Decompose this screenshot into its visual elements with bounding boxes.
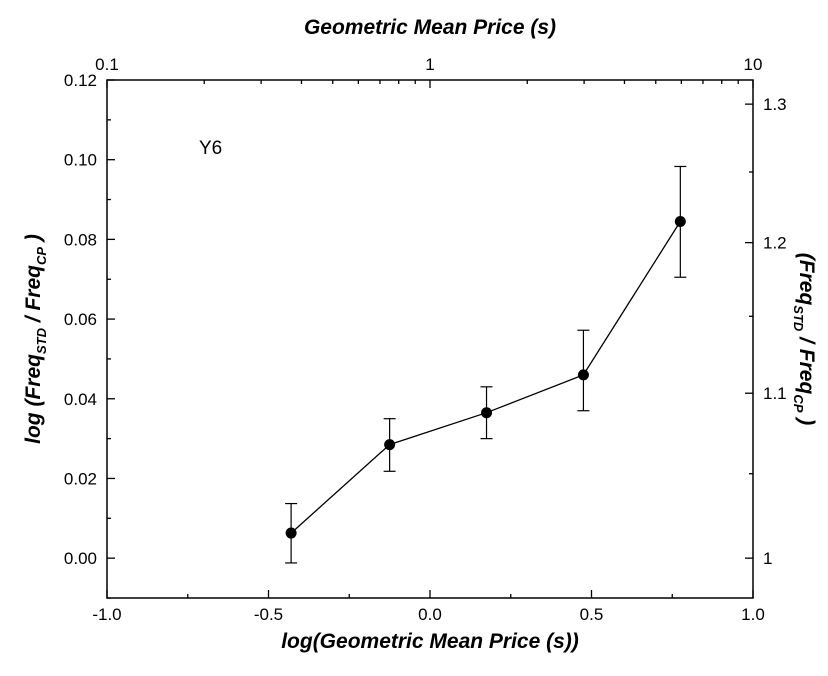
data-point — [285, 527, 297, 539]
tick-labels: -1.0 -0.5 0.0 0.5 1.0 0.00 0.02 0.04 0.06 0.08 0.1… — [64, 55, 787, 624]
x-tick-label: 1.0 — [741, 605, 765, 624]
panel-annotation: Y6 — [199, 138, 222, 159]
y-axis-title-subscript: CP — [34, 247, 49, 265]
top-x-axis-title: Geometric Mean Price (s) — [304, 16, 556, 39]
y-axis-title-part: / Freq — [22, 265, 45, 328]
top-tick-label: 10 — [744, 55, 763, 74]
y-tick-label: 0.04 — [64, 390, 97, 409]
x-tick-label: -1.0 — [92, 605, 121, 624]
y-tick-label: 0.02 — [64, 469, 97, 488]
y-axis-title-subscript: STD — [34, 327, 49, 354]
y-tick-label: 0.10 — [64, 151, 97, 170]
right-tick-label: 1.2 — [763, 234, 787, 253]
y-tick-label: 0.08 — [64, 230, 97, 249]
data-point — [674, 215, 686, 227]
y-tick-label: 0.06 — [64, 310, 97, 329]
y-axis-title-part: log (Freq — [22, 354, 45, 444]
right-y-axis-title-part: (Freq — [795, 253, 818, 306]
data-point — [384, 439, 396, 451]
y-tick-label: 0.12 — [64, 71, 97, 90]
y-tick-label: 0.00 — [64, 549, 97, 568]
right-y-axis-title-part: / Freq — [795, 331, 818, 394]
right-tick-label: 1.3 — [763, 95, 787, 114]
top-tick-label: 0.1 — [95, 55, 119, 74]
x-axis-title: log(Geometric Mean Price (s)) — [281, 630, 579, 653]
x-tick-label: -0.5 — [254, 605, 283, 624]
series-line — [290, 221, 681, 534]
right-y-axis-title-subscript: CP — [791, 394, 806, 412]
right-y-axis-title-subscript: STD — [791, 305, 806, 332]
data-point — [577, 369, 589, 381]
axis-ticks — [106, 79, 754, 599]
right-y-axis-title: (FreqSTD / FreqCP ) — [791, 253, 818, 425]
x-tick-label: 0.5 — [580, 605, 604, 624]
top-tick-label: 1 — [425, 55, 434, 74]
data-point — [481, 407, 493, 419]
right-tick-label: 1 — [763, 549, 772, 568]
x-tick-label: 0.0 — [418, 605, 442, 624]
y-axis-title-part: ) — [22, 234, 45, 247]
y-axis-title: log (FreqSTD / FreqCP ) — [22, 234, 49, 444]
right-tick-label: 1.1 — [763, 384, 787, 403]
data-series — [285, 165, 687, 564]
right-y-axis-title-part: ) — [795, 412, 818, 425]
